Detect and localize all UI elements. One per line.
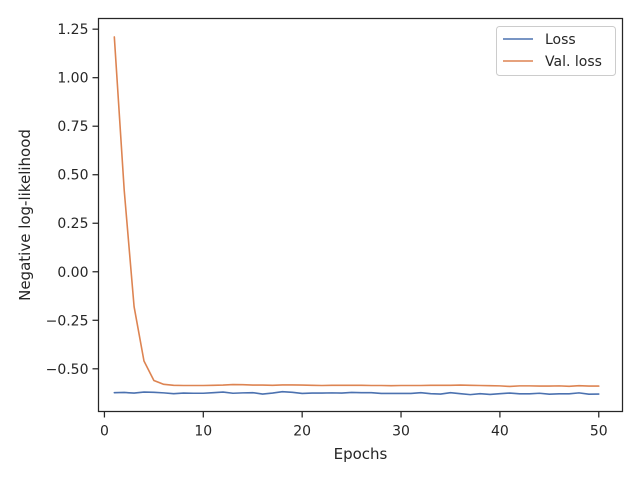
x-tick-label: 0: [100, 424, 109, 440]
legend-label-loss: Loss: [545, 32, 576, 48]
series-layer: [113, 36, 600, 396]
x-tick-label: 50: [590, 424, 608, 440]
series-line-val-loss: [113, 36, 600, 388]
y-tick-label: 0.50: [57, 168, 88, 184]
legend: Loss Val. loss: [496, 26, 616, 76]
y-tick-label: 0.75: [57, 119, 88, 135]
legend-label-val-loss: Val. loss: [545, 54, 602, 70]
x-tick-label: 20: [293, 424, 311, 440]
y-tick-label: −0.25: [46, 313, 89, 329]
x-tick-label: 10: [194, 424, 212, 440]
y-tick-label: 1.00: [57, 71, 88, 87]
y-axis-label: Negative log-likelihood: [16, 129, 34, 301]
y-tick-label: 0.25: [57, 216, 88, 232]
x-axis-label: Epochs: [334, 445, 388, 463]
y-tick-label: −0.50: [46, 362, 89, 378]
x-tick-label: 30: [392, 424, 410, 440]
y-tick-label: 0.00: [57, 265, 88, 281]
x-axis-ticks: 0 10 20 30 40 50: [100, 411, 608, 440]
plot-frame: [97, 17, 624, 413]
y-axis-ticks: −0.50 −0.25 0.00 0.25 0.50 0.75 1.00 1.25: [46, 22, 99, 378]
x-tick-label: 40: [491, 424, 509, 440]
series-line-loss: [113, 390, 600, 396]
plot-area: [98, 18, 623, 412]
y-tick-label: 1.25: [57, 22, 88, 38]
